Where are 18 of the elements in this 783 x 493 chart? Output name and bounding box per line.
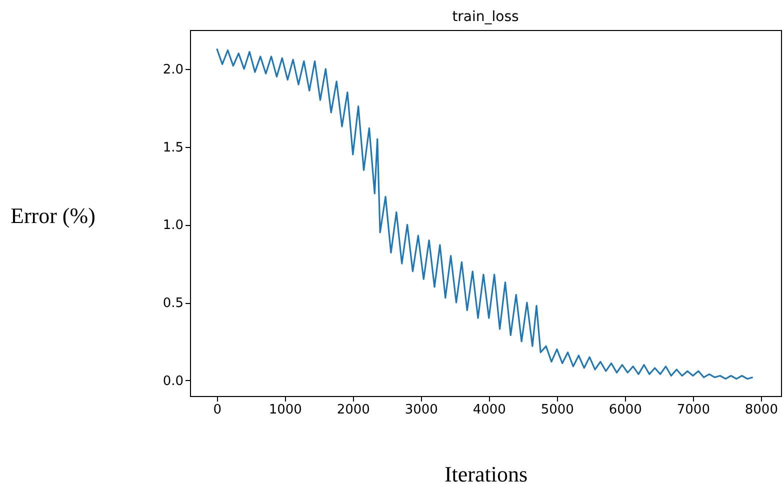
line-series — [216, 48, 754, 380]
y-tick-label: 2.0 — [162, 62, 184, 78]
x-tick-label: 2000 — [336, 402, 370, 418]
x-tick-label: 0 — [213, 402, 222, 418]
x-tick-label: 8000 — [744, 402, 778, 418]
y-axis-title: Error (%) — [10, 202, 96, 228]
x-tick-label: 6000 — [608, 402, 642, 418]
y-tick-label: 1.0 — [162, 218, 184, 234]
chart-title: train_loss — [452, 9, 519, 25]
y-tick-label: 0.0 — [162, 374, 184, 389]
x-axis-title: Iterations — [444, 462, 528, 486]
y-tick-label: 1.5 — [162, 140, 184, 156]
x-tick-label: 5000 — [540, 402, 574, 418]
x-tick-label: 1000 — [268, 402, 302, 418]
x-tick-label: 3000 — [404, 402, 438, 418]
x-tick-label: 7000 — [676, 402, 710, 418]
y-tick-label: 0.5 — [162, 296, 184, 312]
x-tick-label: 4000 — [472, 402, 506, 418]
